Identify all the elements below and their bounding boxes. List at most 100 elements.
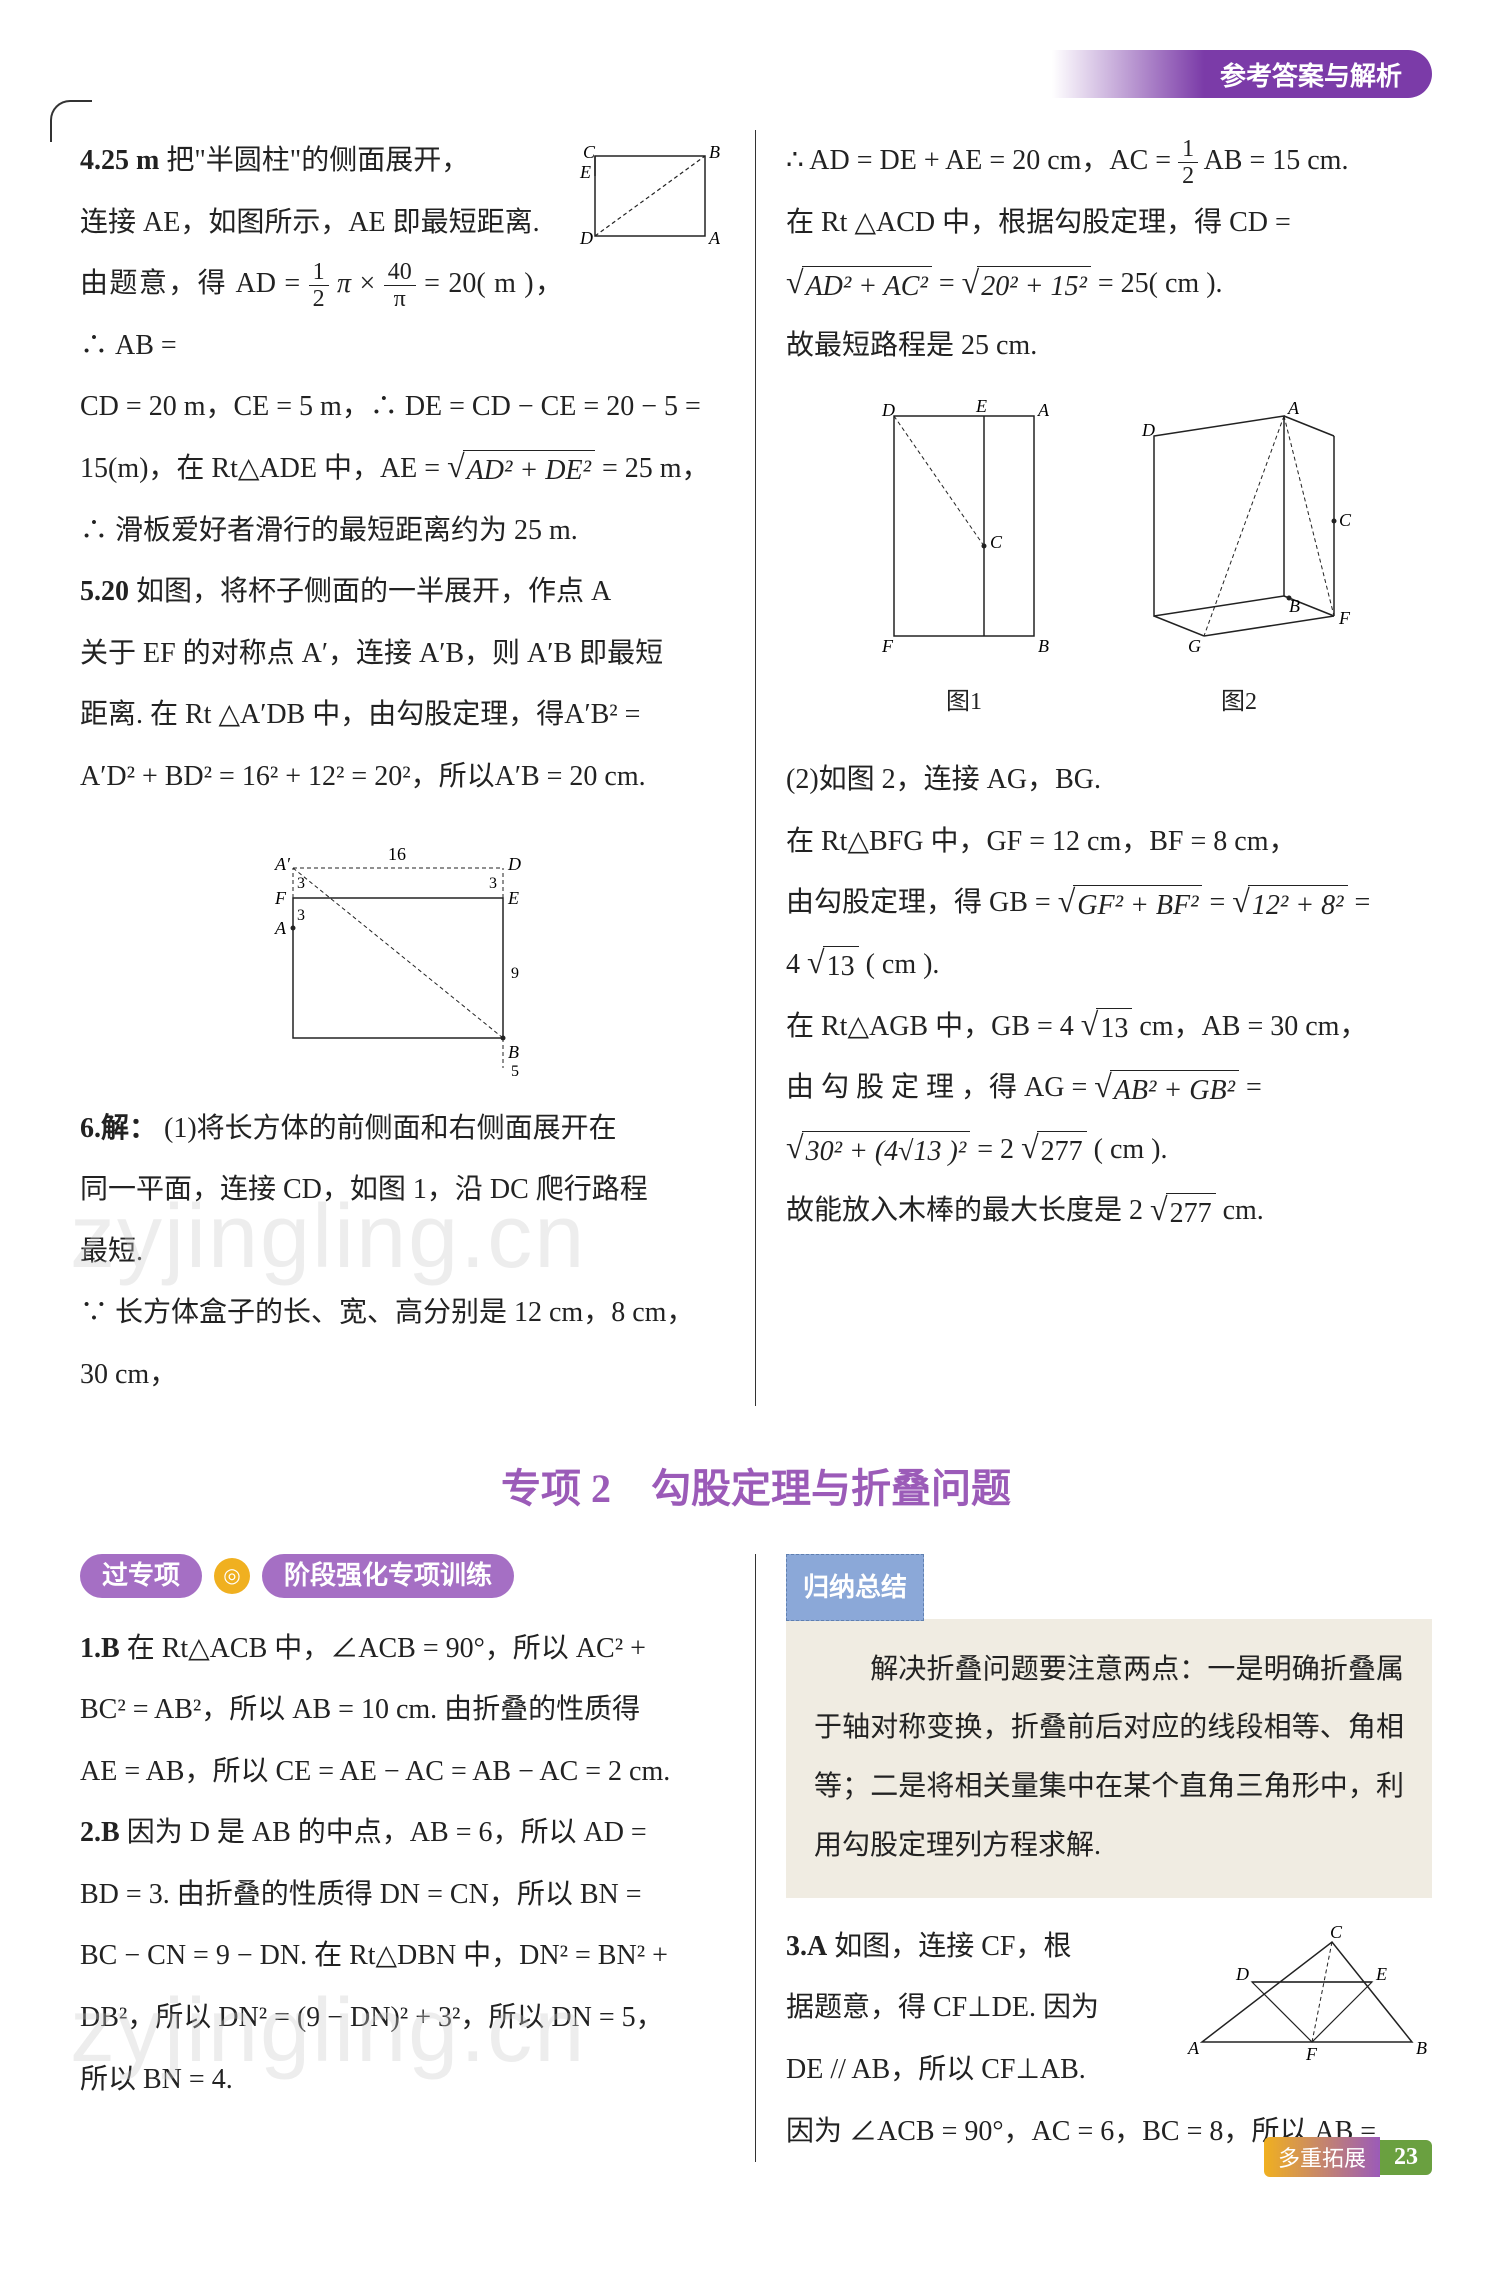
q2-line5: 所以 BN = 4.: [80, 2049, 725, 2111]
header-band: 参考答案与解析: [1052, 50, 1432, 98]
svg-text:B: B: [1038, 636, 1049, 656]
lower-left-col: 过专项 ◎ 阶段强化专项训练 1.B 在 Rt△ACB 中，∠ACB = 90°…: [80, 1554, 756, 2163]
svg-text:E: E: [507, 888, 519, 908]
ans-425: 4.25 m: [80, 145, 159, 176]
frac-40pi: 40 π: [384, 259, 416, 313]
q2-line3: BC − CN = 9 − DN. 在 Rt△DBN 中，DN² = BN² +: [80, 1925, 725, 1987]
pill-icon: ◎: [214, 1558, 250, 1594]
svg-text:E: E: [1375, 1964, 1387, 1984]
p520-line1: 5.20 如图，将杯子侧面的一半展开，作点 A: [80, 561, 725, 623]
fig1-label: 图1: [864, 676, 1064, 729]
frac-half: 1 2: [309, 259, 329, 313]
svg-text:D: D: [507, 854, 521, 874]
frac-half-r: 1 2: [1178, 136, 1198, 190]
svg-text:16: 16: [388, 844, 406, 864]
q3-block: C D E A F B 3.A 如图，连接 CF，根 据题意，得 CF⊥DE. …: [786, 1916, 1432, 2162]
r-line9: 在 Rt△AGB 中，GB = 4 13 cm，AB = 30 cm，: [786, 996, 1432, 1058]
pill-row: 过专项 ◎ 阶段强化专项训练: [80, 1554, 725, 1598]
footer-tag: 多重拓展: [1264, 2137, 1380, 2177]
figure-2: D A C G F B 图2: [1124, 396, 1354, 729]
svg-text:D: D: [1141, 420, 1155, 440]
r-line10: 由 勾 股 定 理 ，得 AG = AB² + GB² =: [786, 1057, 1432, 1119]
page-number: 23: [1380, 2140, 1432, 2175]
p425-line6: ∴ 滑板爱好者滑行的最短距离约为 25 m.: [80, 500, 725, 562]
q2-line4: DB²，所以 DN² = (9 − DN)² + 3²，所以 DN = 5，: [80, 1987, 725, 2049]
pill-guozhuanxiang: 过专项: [80, 1554, 202, 1598]
lower-right-col: 归纳总结 解决折叠问题要注意两点：一是明确折叠属于轴对称变换，折叠前后对应的线段…: [756, 1554, 1432, 2163]
ans-520: 5.20: [80, 576, 129, 607]
svg-text:F: F: [1305, 2044, 1318, 2062]
figure-3: C D E A F B: [1182, 1922, 1432, 2062]
svg-text:C: C: [1339, 510, 1352, 530]
p520-line2: 关于 EF 的对称点 A′，连接 A′B，则 A′B 即最短: [80, 623, 725, 685]
p425-line3: 由题意，得 AD = 1 2 π × 40 π = 20( m )，∴ AB =: [80, 253, 725, 376]
svg-text:A: A: [708, 228, 721, 248]
q2-block: 2.B 因为 D 是 AB 的中点，AB = 6，所以 AD = BD = 3.…: [80, 1802, 725, 2110]
upper-columns: 4.25 m 把"半圆柱"的侧面展开， C E B D A 连接 AE，如图所示: [80, 130, 1432, 1406]
ans-2b: 2.B: [80, 1817, 120, 1848]
upper-right-col: ∴ AD = DE + AE = 20 cm，AC = 1 2 AB = 15 …: [756, 130, 1432, 1406]
svg-text:C: C: [1330, 1922, 1343, 1942]
ans-1b: 1.B: [80, 1633, 120, 1664]
r-line6: 在 Rt△BFG 中，GF = 12 cm，BF = 8 cm，: [786, 811, 1432, 873]
fig2-label: 图2: [1124, 676, 1354, 729]
pill-jieduan: 阶段强化专项训练: [262, 1554, 514, 1598]
r-line3: AD² + AC² = 20² + 15² = 25( cm ).: [786, 253, 1432, 315]
q1-line1: 1.B 在 Rt△ACB 中，∠ACB = 90°，所以 AC² +: [80, 1618, 725, 1680]
svg-text:A: A: [1287, 398, 1300, 418]
svg-text:F: F: [274, 888, 287, 908]
upper-left-col: 4.25 m 把"半圆柱"的侧面展开， C E B D A 连接 AE，如图所示: [80, 130, 756, 1406]
ans-3a: 3.A: [786, 1931, 827, 1962]
section-title: 专项 2 勾股定理与折叠问题: [80, 1456, 1432, 1514]
svg-text:B: B: [508, 1042, 519, 1062]
svg-text:D: D: [881, 400, 895, 420]
svg-text:D: D: [579, 228, 593, 248]
svg-text:3: 3: [489, 875, 497, 892]
sqrt-ad-de: AD² + DE²: [447, 450, 595, 490]
svg-text:A: A: [1037, 400, 1050, 420]
svg-text:B: B: [1416, 2038, 1427, 2058]
r-line5: (2)如图 2，连接 AG，BG.: [786, 749, 1432, 811]
p425-line5: 15(m)，在 Rt△ADE 中，AE = AD² + DE² = 25 m，: [80, 438, 725, 500]
q2-line2: BD = 3. 由折叠的性质得 DN = CN，所以 BN =: [80, 1864, 725, 1926]
figures-1-2: D E A C F B 图1: [786, 396, 1432, 729]
r-line11: 30² + (4√13 )² = 2 277 ( cm ).: [786, 1119, 1432, 1181]
r-line1: ∴ AD = DE + AE = 20 cm，AC = 1 2 AB = 15 …: [786, 130, 1432, 192]
q1-line3: AE = AB，所以 CE = AE − AC = AB − AC = 2 cm…: [80, 1741, 725, 1803]
svg-text:F: F: [1338, 608, 1351, 628]
corner-bracket: [50, 100, 92, 142]
p6-line2: 同一平面，连接 CD，如图 1，沿 DC 爬行路程: [80, 1159, 725, 1221]
ans-6: 6.解：: [80, 1113, 157, 1144]
r-line4: 故最短路程是 25 cm.: [786, 315, 1432, 377]
p6-line1: 6.解： (1)将长方体的前侧面和右侧面展开在: [80, 1098, 725, 1160]
q2-line1: 2.B 因为 D 是 AB 的中点，AB = 6，所以 AD =: [80, 1802, 725, 1864]
figure-1: D E A C F B 图1: [864, 396, 1064, 729]
svg-text:E: E: [975, 396, 987, 416]
p6-block: 6.解： (1)将长方体的前侧面和右侧面展开在 同一平面，连接 CD，如图 1，…: [80, 1098, 725, 1406]
lower-columns: 过专项 ◎ 阶段强化专项训练 1.B 在 Rt△ACB 中，∠ACB = 90°…: [80, 1554, 1432, 2163]
svg-text:9: 9: [511, 965, 519, 982]
svg-text:A: A: [1187, 2038, 1200, 2058]
header-title: 参考答案与解析: [1220, 56, 1402, 93]
p520-line4: A′D² + BD² = 16² + 12² = 20²，所以A′B = 20 …: [80, 746, 725, 808]
svg-text:C: C: [990, 532, 1003, 552]
svg-text:5: 5: [511, 1063, 519, 1078]
p6-line5: 30 cm，: [80, 1344, 725, 1406]
svg-text:B: B: [709, 142, 720, 162]
p6-line3: 最短.: [80, 1221, 725, 1283]
figure-520: A′ D F E A B 16 3 3 3 9 5: [80, 828, 725, 1078]
svg-text:A′: A′: [274, 854, 291, 874]
page: 参考答案与解析 4.25 m 把"半圆柱"的侧面展开， C E B D: [0, 0, 1492, 2202]
q1-line2: BC² = AB²，所以 AB = 10 cm. 由折叠的性质得: [80, 1679, 725, 1741]
sqrt-adac: AD² + AC²: [786, 266, 932, 306]
summary-label: 归纳总结: [786, 1554, 924, 1621]
r-line12: 故能放入木棒的最大长度是 2 277 cm.: [786, 1180, 1432, 1242]
svg-text:A: A: [274, 918, 287, 938]
svg-text:3: 3: [297, 875, 305, 892]
p520-line3: 距离. 在 Rt △A′DB 中，由勾股定理，得A′B² =: [80, 684, 725, 746]
page-footer: 多重拓展 23: [1264, 2137, 1432, 2177]
svg-text:3: 3: [297, 907, 305, 924]
r-line7: 由勾股定理，得 GB = GF² + BF² = 12² + 8² =: [786, 872, 1432, 934]
r-line2: 在 Rt △ACD 中，根据勾股定理，得 CD =: [786, 192, 1432, 254]
svg-text:E: E: [579, 162, 591, 182]
